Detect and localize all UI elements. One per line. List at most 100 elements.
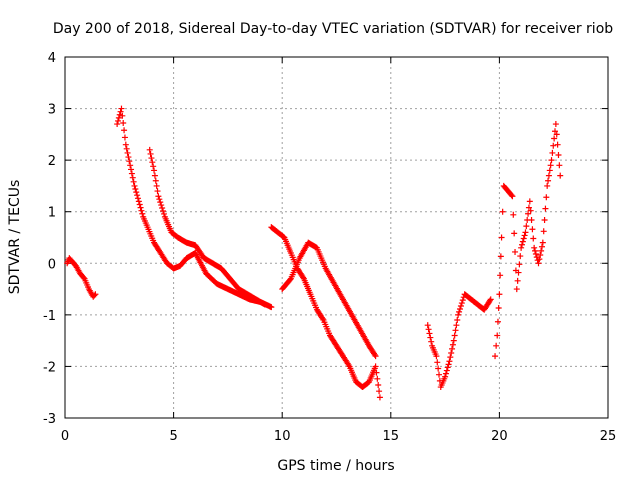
y-tick-label: -2	[43, 360, 56, 375]
data-point	[459, 297, 466, 304]
data-point	[540, 228, 547, 235]
data-point	[138, 207, 145, 214]
data-point	[519, 238, 526, 245]
tick-layer: 0 5 10 15 20 25 -3 -2 -1 0 1 2 3 4	[43, 51, 616, 444]
data-point	[537, 252, 544, 259]
data-point	[496, 291, 503, 298]
data-point	[120, 120, 127, 127]
data-point	[261, 301, 268, 308]
data-point	[528, 216, 535, 223]
data-point	[147, 150, 154, 157]
grid-layer	[65, 57, 608, 418]
data-point	[319, 315, 326, 322]
data-point	[449, 345, 456, 352]
data-point	[526, 198, 533, 205]
data-point	[128, 166, 135, 173]
data-point	[520, 235, 527, 242]
data-point	[114, 117, 121, 124]
data-point	[373, 369, 380, 376]
data-point	[376, 394, 383, 401]
y-tick-label: 4	[48, 51, 56, 66]
data-point	[530, 235, 537, 242]
data-point	[523, 223, 530, 230]
data-point	[455, 311, 462, 318]
data-point	[527, 207, 534, 214]
data-point	[442, 370, 449, 377]
data-point	[372, 363, 379, 370]
data-point	[426, 330, 433, 337]
data-point	[531, 244, 538, 251]
data-point	[495, 304, 502, 311]
data-point	[121, 134, 128, 141]
data-point	[153, 182, 160, 189]
data-point	[498, 234, 505, 241]
data-point	[542, 205, 549, 212]
data-point	[136, 201, 143, 208]
data-point	[444, 364, 451, 371]
x-tick-label: 10	[274, 429, 291, 444]
data-point	[544, 182, 551, 189]
data-point	[543, 194, 550, 201]
data-point	[497, 272, 504, 279]
x-axis-label: GPS time / hours	[277, 458, 394, 474]
data-point	[158, 202, 165, 209]
x-tick-label: 20	[491, 429, 508, 444]
data-point	[122, 141, 129, 148]
data-point	[456, 308, 463, 315]
x-tick-label: 5	[169, 429, 177, 444]
data-point	[372, 353, 379, 360]
data-point	[130, 178, 137, 185]
data-point	[522, 229, 529, 236]
data-point	[494, 318, 501, 325]
data-point	[146, 146, 153, 153]
series-arc7	[492, 121, 564, 360]
data-point	[125, 154, 132, 161]
data-point	[123, 145, 130, 152]
data-point	[117, 108, 124, 115]
data-point	[518, 244, 525, 251]
y-tick-label: 2	[48, 154, 56, 169]
data-point	[151, 172, 158, 179]
data-point	[515, 269, 522, 276]
data-point	[424, 322, 431, 329]
data-point	[114, 121, 121, 128]
data-point	[550, 142, 557, 149]
data-point	[452, 327, 459, 334]
data-point	[374, 375, 381, 382]
data-point	[152, 177, 159, 184]
y-tick-label: -3	[43, 412, 56, 427]
data-point	[546, 167, 553, 174]
data-point	[148, 155, 155, 162]
data-point	[139, 210, 146, 217]
data-point	[487, 296, 494, 303]
data-point	[436, 371, 443, 378]
data-point	[129, 174, 136, 181]
data-point	[547, 162, 554, 169]
data-point	[494, 332, 501, 339]
data-point	[371, 351, 378, 358]
data-point	[155, 193, 162, 200]
data-point	[449, 341, 456, 348]
data-point	[557, 172, 564, 179]
data-point	[159, 205, 166, 212]
data-point	[508, 192, 515, 199]
data-point	[268, 304, 275, 311]
data-point	[132, 186, 139, 193]
data-point	[538, 247, 545, 254]
data-point	[548, 157, 555, 164]
data-point	[532, 251, 539, 258]
data-point	[514, 277, 521, 284]
data-point	[135, 198, 142, 205]
data-point	[434, 359, 441, 366]
data-point	[538, 243, 545, 250]
data-point	[92, 291, 99, 298]
data-point	[451, 332, 458, 339]
data-point	[425, 326, 432, 333]
data-layer	[64, 105, 564, 401]
x-tick-label: 15	[383, 429, 400, 444]
series-arc2	[114, 105, 275, 311]
data-point	[287, 276, 294, 283]
data-point	[517, 253, 524, 260]
data-point	[545, 177, 552, 184]
data-point	[499, 208, 506, 215]
